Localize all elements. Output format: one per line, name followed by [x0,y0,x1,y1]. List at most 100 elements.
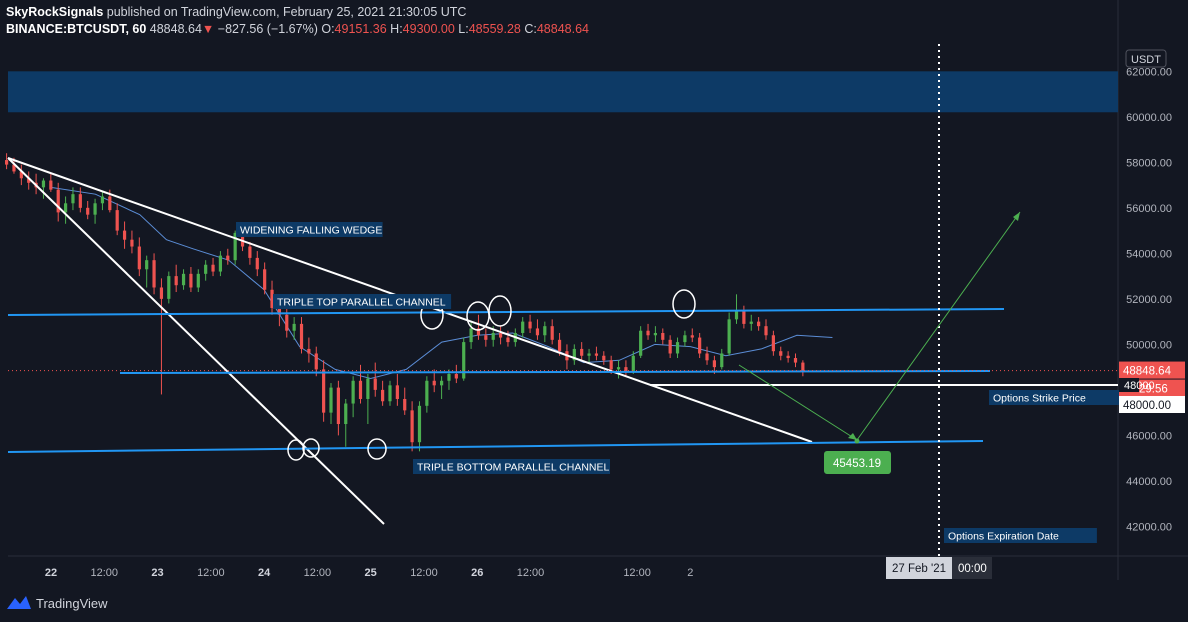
candle-body [27,178,31,183]
candle-body [137,246,141,270]
candle-body [624,367,628,372]
candle-body [41,180,46,188]
hidden-price-label: 48000 [1124,380,1155,392]
candle-body [366,378,370,399]
candle-body [587,353,591,356]
candle-body [152,260,156,288]
candle-body [218,255,223,272]
top-channel-label-text: TRIPLE TOP PARALLEL CHANNEL [277,297,446,309]
candle-body [78,194,82,208]
candle-body [159,287,164,299]
candle-body [307,348,311,354]
candle-body [211,264,215,272]
touch-circle [367,438,387,460]
open-value: 49151.36 [334,22,387,36]
mid-channel-line [119,370,991,374]
symbol-label[interactable]: BINANCE:BTCUSDT, 60 [6,22,147,36]
candle-body [528,321,532,329]
candle-body [12,164,16,172]
footer-branding: TradingView [6,594,108,612]
candle-body [498,332,503,338]
candle-body [336,387,340,425]
currency-badge: USDT [1131,54,1161,66]
expiration-label-bg [944,528,1097,543]
candle-body [299,323,304,349]
candle-body [71,194,75,204]
candle-body [742,310,746,324]
y-tick-label: 42000.00 [1126,521,1172,533]
target-point [854,438,860,444]
x-tick-label: 25 [365,567,377,579]
x-tick-label: 12:00 [517,567,545,579]
candle-body [19,171,23,179]
candle-body [727,319,731,354]
brand-name[interactable]: TradingView [36,595,108,611]
candle-body [734,310,739,320]
crosshair-date-label: 27 Feb '21 [892,563,946,575]
candle-body [255,257,259,270]
touch-circle [287,439,305,461]
candle-body [314,353,318,370]
crosshair-time-label: 00:00 [958,563,987,575]
top-channel-label-bg [273,294,452,309]
candle-body [550,326,554,340]
candle-body [49,180,53,190]
publisher-name[interactable]: SkyRockSignals [6,5,104,19]
candle-body [454,373,458,379]
candle-body [233,232,237,261]
low-value: 48559.28 [468,22,521,36]
touch-circle [672,289,696,319]
candle-body [793,358,798,363]
candle-body [786,355,790,359]
y-tick-label: 44000.00 [1126,476,1172,488]
wedge-lower-line [7,157,385,525]
candle-body [417,405,422,443]
candle-body [594,353,599,356]
candle-body [181,273,186,286]
x-tick-label: 12:00 [197,567,225,579]
candle-body [115,210,119,231]
candle-body [56,189,60,213]
x-tick-label: 22 [45,567,57,579]
candle-body [395,385,399,399]
y-tick-label: 62000.00 [1126,66,1172,78]
candle-body [580,348,584,356]
down-arrow-icon: ▼ [201,22,215,36]
x-tick-label: 23 [151,567,163,579]
candle-body [285,314,289,331]
close-label: C: [524,22,537,36]
candle-body [572,348,576,361]
candle-body [764,326,768,336]
candle-body [248,246,252,258]
expiration-label: Options Expiration Date [944,528,1097,543]
wedge-label-text: WIDENING FALLING WEDGE [240,225,382,237]
high-label: H: [390,22,403,36]
last-price-badge-bg [1119,361,1185,379]
x-tick-label: 12:00 [91,567,119,579]
y-tick-label: 60000.00 [1126,112,1172,124]
price-change: −827.56 (−1.67%) [217,22,318,36]
candle-body [609,360,613,370]
candle-body [801,362,805,371]
candle-body [292,323,296,331]
strike-price-label-text: Options Strike Price [993,393,1086,405]
candle-body [329,387,333,413]
wedge-label-bg [236,222,383,237]
candle-body [639,330,643,356]
y-tick-label: 56000.00 [1126,203,1172,215]
candle-body [720,353,724,368]
bottom-channel-label-bg [413,459,610,474]
candle-body [5,160,9,165]
close-value: 48848.64 [536,22,589,36]
candle-body [322,369,326,413]
bottom-channel-label-text: TRIPLE BOTTOM PARALLEL CHANNEL [417,462,610,474]
strike-price-badge-bg [1119,396,1185,413]
chart-header: SkyRockSignals published on TradingView.… [6,4,589,38]
bottom-channel-line [7,440,984,453]
candle-body [447,373,451,381]
y-tick-label: 58000.00 [1126,157,1172,169]
countdown-badge: 29:56 [1139,384,1168,396]
candle-body [263,269,267,290]
published-text: published on TradingView.com, February 2… [106,5,467,19]
